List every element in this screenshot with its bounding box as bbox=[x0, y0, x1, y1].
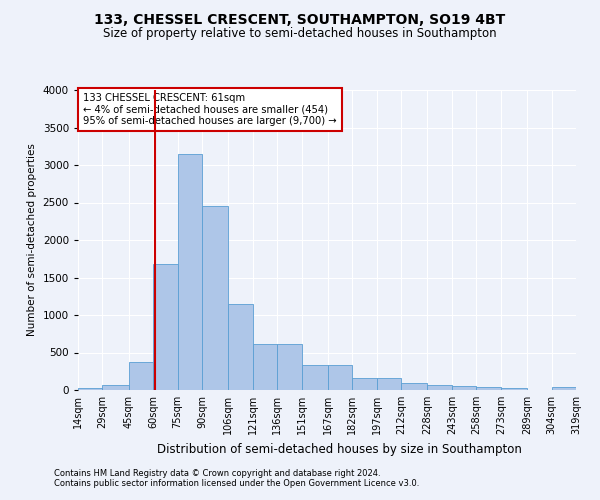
Bar bbox=[401, 382, 427, 390]
Text: Distribution of semi-detached houses by size in Southampton: Distribution of semi-detached houses by … bbox=[157, 442, 521, 456]
Bar bbox=[228, 304, 253, 390]
Text: 133, CHESSEL CRESCENT, SOUTHAMPTON, SO19 4BT: 133, CHESSEL CRESCENT, SOUTHAMPTON, SO19… bbox=[94, 12, 506, 26]
Bar bbox=[476, 387, 501, 390]
Bar bbox=[103, 385, 128, 390]
Bar bbox=[452, 386, 476, 390]
Bar bbox=[551, 388, 576, 390]
Bar bbox=[302, 365, 328, 390]
Bar bbox=[277, 344, 302, 390]
Text: Contains HM Land Registry data © Crown copyright and database right 2024.: Contains HM Land Registry data © Crown c… bbox=[54, 468, 380, 477]
Bar bbox=[427, 385, 452, 390]
Bar bbox=[78, 388, 103, 390]
Bar bbox=[128, 362, 153, 390]
Bar bbox=[202, 206, 228, 390]
Bar bbox=[501, 388, 527, 390]
Y-axis label: Number of semi-detached properties: Number of semi-detached properties bbox=[27, 144, 37, 336]
Bar bbox=[153, 264, 178, 390]
Bar bbox=[377, 378, 401, 390]
Bar bbox=[352, 378, 377, 390]
Bar bbox=[253, 344, 277, 390]
Text: 133 CHESSEL CRESCENT: 61sqm
← 4% of semi-detached houses are smaller (454)
95% o: 133 CHESSEL CRESCENT: 61sqm ← 4% of semi… bbox=[83, 93, 337, 126]
Bar bbox=[178, 154, 202, 390]
Bar bbox=[328, 365, 352, 390]
Text: Size of property relative to semi-detached houses in Southampton: Size of property relative to semi-detach… bbox=[103, 28, 497, 40]
Text: Contains public sector information licensed under the Open Government Licence v3: Contains public sector information licen… bbox=[54, 478, 419, 488]
